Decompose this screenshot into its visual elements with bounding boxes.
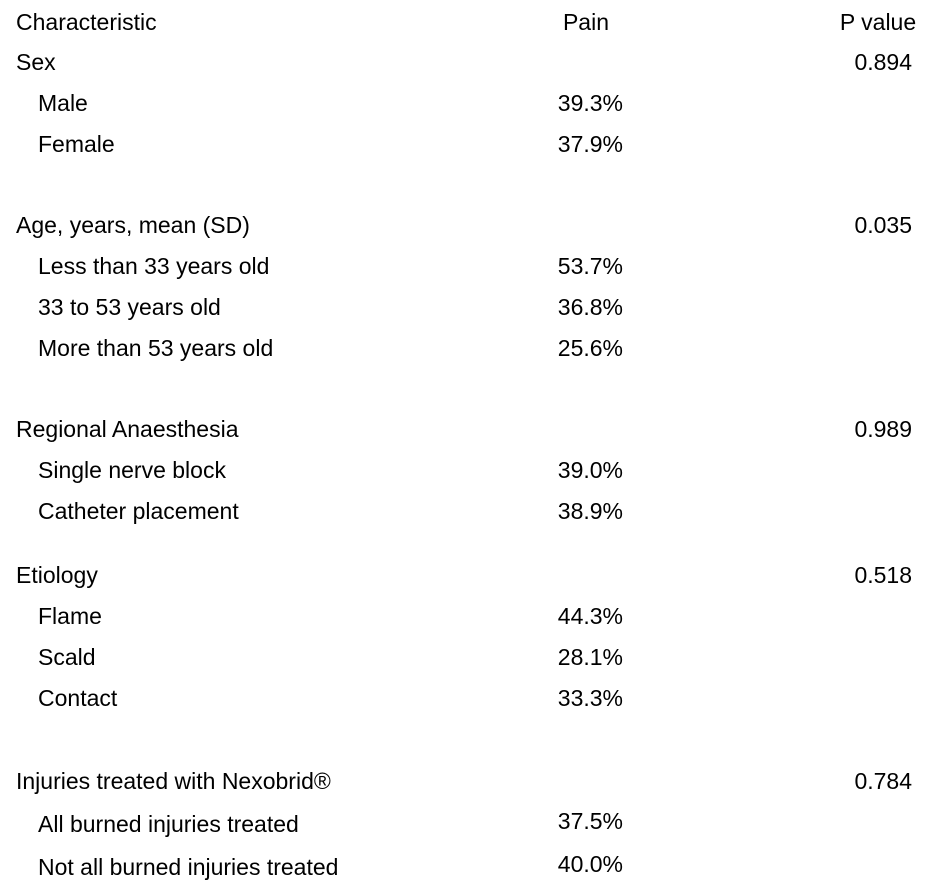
p-value: 0.989 bbox=[854, 416, 912, 442]
header-pain: Pain bbox=[562, 9, 610, 35]
pain-value: 53.7% bbox=[557, 253, 623, 279]
row-label: More than 53 years old bbox=[38, 335, 274, 361]
row-label: Contact bbox=[38, 685, 118, 711]
pain-value: 39.0% bbox=[557, 457, 623, 483]
pain-value: 37.5% bbox=[557, 808, 623, 834]
pain-value: 33.3% bbox=[557, 685, 623, 711]
pain-value: 44.3% bbox=[557, 603, 623, 629]
pain-value: 40.0% bbox=[557, 851, 623, 877]
row-label: Male bbox=[38, 90, 88, 116]
pain-value: 36.8% bbox=[557, 294, 623, 320]
p-value: 0.035 bbox=[854, 212, 912, 238]
pain-value: 38.9% bbox=[557, 498, 623, 524]
group-label: Sex bbox=[16, 49, 56, 75]
pain-value: 39.3% bbox=[557, 90, 623, 116]
header-characteristic: Characteristic bbox=[16, 9, 157, 35]
row-label: Scald bbox=[38, 644, 96, 670]
header-p-value: P value bbox=[839, 9, 917, 35]
p-value: 0.518 bbox=[854, 562, 912, 588]
group-label: Etiology bbox=[16, 562, 98, 588]
p-value: 0.894 bbox=[854, 49, 912, 75]
pain-value: 25.6% bbox=[557, 335, 623, 361]
pain-value: 37.9% bbox=[557, 131, 623, 157]
row-label: Less than 33 years old bbox=[38, 253, 270, 279]
p-value: 0.784 bbox=[854, 768, 912, 794]
row-label: Flame bbox=[38, 603, 102, 629]
group-label: Regional Anaesthesia bbox=[16, 416, 239, 442]
group-label: Injuries treated with Nexobrid® bbox=[16, 768, 331, 794]
pain-value: 28.1% bbox=[557, 644, 623, 670]
row-label: Single nerve block bbox=[38, 457, 226, 483]
row-label: Catheter placement bbox=[38, 498, 239, 524]
group-label: Age, years, mean (SD) bbox=[16, 212, 250, 238]
row-label: 33 to 53 years old bbox=[38, 294, 221, 320]
row-label: Not all burned injuries treated bbox=[38, 854, 339, 880]
row-label: Female bbox=[38, 131, 115, 157]
row-label: All burned injuries treated bbox=[38, 811, 299, 837]
